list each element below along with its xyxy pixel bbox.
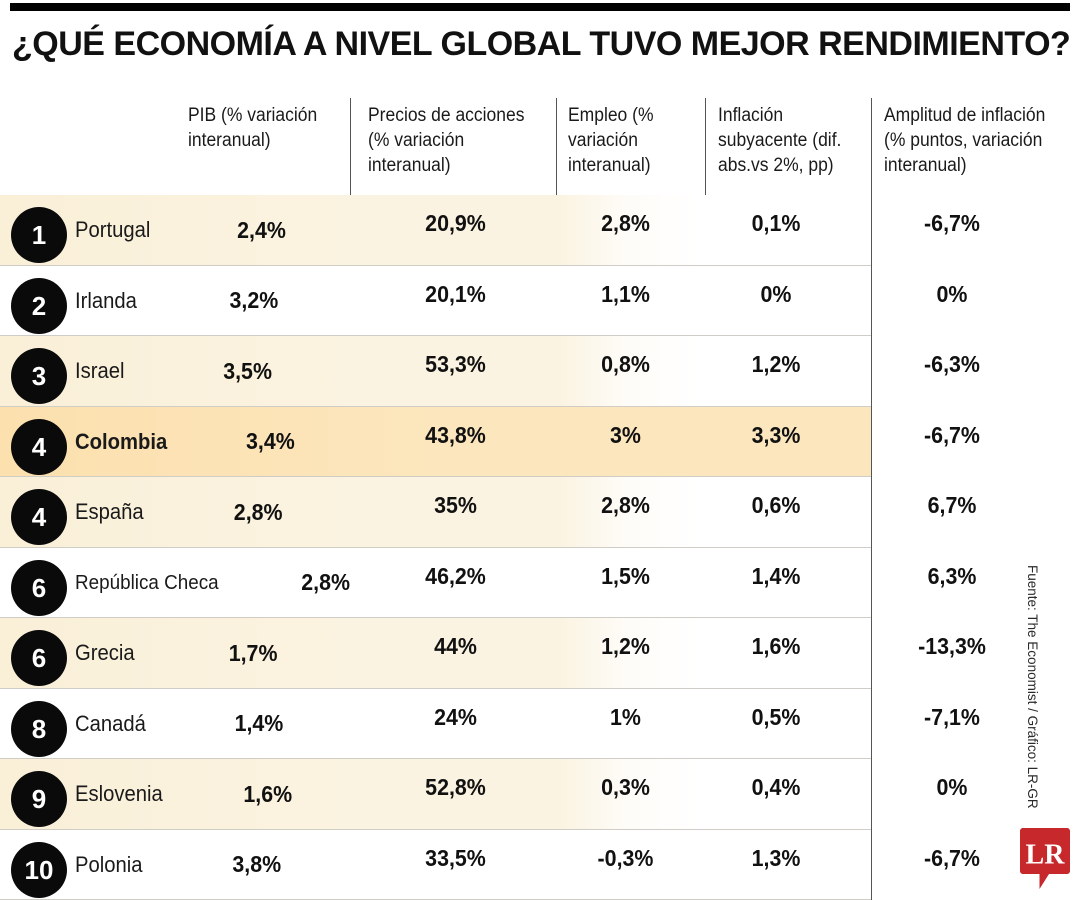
svg-text:LR: LR <box>1026 840 1066 871</box>
